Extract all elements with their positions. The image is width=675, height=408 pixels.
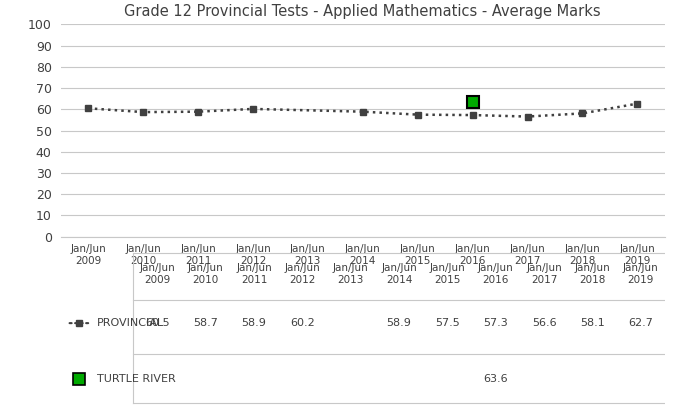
Text: Jan/Jun
2012: Jan/Jun 2012 — [285, 264, 320, 285]
Text: 60.2: 60.2 — [290, 318, 315, 328]
Text: PROVINCIAL: PROVINCIAL — [97, 318, 164, 328]
Text: 60.5: 60.5 — [145, 318, 169, 328]
Text: Jan/Jun
2019: Jan/Jun 2019 — [623, 264, 659, 285]
Text: 58.7: 58.7 — [193, 318, 218, 328]
Text: Jan/Jun
2016: Jan/Jun 2016 — [478, 264, 514, 285]
Text: Jan/Jun
2014: Jan/Jun 2014 — [381, 264, 417, 285]
Title: Grade 12 Provincial Tests - Applied Mathematics - Average Marks: Grade 12 Provincial Tests - Applied Math… — [124, 4, 601, 19]
Text: 58.9: 58.9 — [387, 318, 412, 328]
Text: Jan/Jun
2010: Jan/Jun 2010 — [188, 264, 223, 285]
Text: 56.6: 56.6 — [532, 318, 556, 328]
Text: 63.6: 63.6 — [483, 374, 508, 384]
Text: Jan/Jun
2017: Jan/Jun 2017 — [526, 264, 562, 285]
Text: Jan/Jun
2013: Jan/Jun 2013 — [333, 264, 369, 285]
Text: 62.7: 62.7 — [628, 318, 653, 328]
Text: 57.5: 57.5 — [435, 318, 460, 328]
Text: 58.9: 58.9 — [242, 318, 267, 328]
Text: Jan/Jun
2009: Jan/Jun 2009 — [140, 264, 176, 285]
Text: TURTLE RIVER: TURTLE RIVER — [97, 374, 176, 384]
Text: Jan/Jun
2018: Jan/Jun 2018 — [574, 264, 610, 285]
Text: 58.1: 58.1 — [580, 318, 605, 328]
Text: 57.3: 57.3 — [483, 318, 508, 328]
Text: Jan/Jun
2015: Jan/Jun 2015 — [429, 264, 465, 285]
Text: Jan/Jun
2011: Jan/Jun 2011 — [236, 264, 272, 285]
